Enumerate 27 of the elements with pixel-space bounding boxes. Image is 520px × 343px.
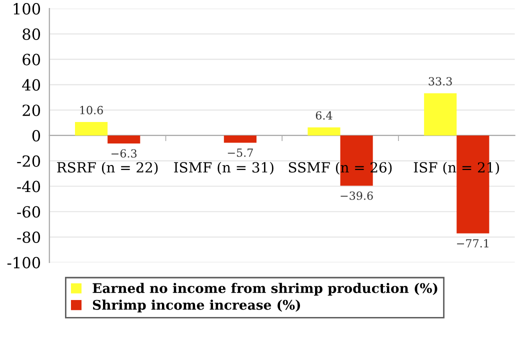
data-label: −39.6: [340, 191, 373, 200]
bar: [308, 127, 340, 136]
y-tick-label: -60: [17, 206, 40, 218]
bar: [424, 93, 457, 136]
y-tick-label: 100: [14, 3, 40, 15]
y-tick-label: 20: [22, 104, 40, 116]
data-label: −6.3: [112, 149, 137, 158]
bar: [74, 122, 108, 136]
bar: [224, 135, 257, 143]
data-label: 33.3: [428, 77, 452, 86]
y-tick-label: -80: [17, 231, 40, 244]
y-tick-label: 0: [32, 130, 40, 142]
x-tick-label: ISMF (n = 31): [174, 162, 274, 175]
data-label: 10.6: [80, 106, 103, 114]
data-label: 6.4: [316, 111, 332, 120]
bar: [108, 135, 140, 144]
data-label: −5.7: [228, 148, 253, 157]
y-tick-label: 80: [22, 28, 40, 40]
y-tick-label: -20: [17, 155, 40, 167]
legend-label: Earned no income from shrimp production (%): [92, 282, 438, 296]
legend-label: Shrimp income increase (%): [92, 300, 300, 312]
x-tick-label: RSRF (n = 22): [57, 162, 158, 175]
data-label: −77.1: [457, 239, 488, 248]
y-tick-label: 60: [22, 54, 40, 66]
y-tick-label: 40: [22, 79, 40, 91]
y-tick-label: -100: [7, 256, 40, 268]
y-tick-label: -40: [17, 180, 40, 192]
